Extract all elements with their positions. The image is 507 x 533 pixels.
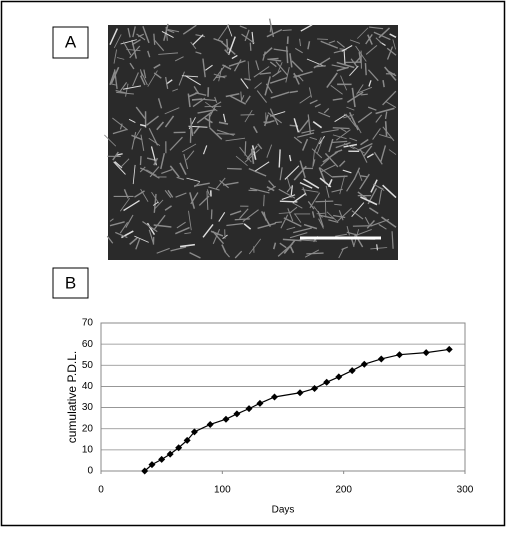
cell <box>154 34 155 45</box>
y-tick-label: 10 <box>82 444 94 455</box>
cell <box>227 39 228 51</box>
cell <box>306 253 323 254</box>
cell <box>264 195 265 206</box>
cell <box>140 156 141 165</box>
cell <box>365 63 366 75</box>
cell <box>361 94 368 95</box>
cell <box>317 213 325 214</box>
panel-label: B <box>65 273 76 292</box>
cell <box>245 141 246 155</box>
y-tick-label: 0 <box>87 466 93 477</box>
cell <box>192 99 202 100</box>
x-tick-label: 100 <box>214 485 231 496</box>
y-axis-label: cumulative P.D.L. <box>65 351 79 444</box>
cell <box>227 168 242 169</box>
cell <box>315 201 333 202</box>
y-tick-label: 20 <box>82 423 94 434</box>
x-tick-label: 300 <box>457 485 474 496</box>
cell <box>332 176 347 177</box>
x-axis-label: Days <box>272 505 295 516</box>
panel-label: A <box>65 32 77 51</box>
cell <box>287 46 288 63</box>
x-tick-label: 200 <box>335 485 352 496</box>
cell <box>377 244 378 250</box>
micrograph-background <box>108 25 398 260</box>
cell <box>235 219 250 220</box>
cell <box>269 58 278 59</box>
cell <box>333 128 350 129</box>
plot-area <box>101 323 465 471</box>
micrograph <box>104 19 398 260</box>
cell <box>317 39 328 40</box>
cell <box>360 176 367 177</box>
y-tick-label: 30 <box>82 402 94 413</box>
cell <box>314 66 325 67</box>
y-tick-label: 60 <box>82 339 94 350</box>
cell <box>250 43 251 51</box>
cell <box>275 222 282 223</box>
cell <box>386 121 387 136</box>
x-tick-label: 0 <box>98 485 104 496</box>
cell <box>283 30 292 31</box>
cell <box>279 149 280 167</box>
cell <box>217 134 235 135</box>
y-tick-label: 70 <box>82 318 94 329</box>
y-tick-label: 40 <box>82 381 94 392</box>
y-tick-label: 50 <box>82 360 94 371</box>
